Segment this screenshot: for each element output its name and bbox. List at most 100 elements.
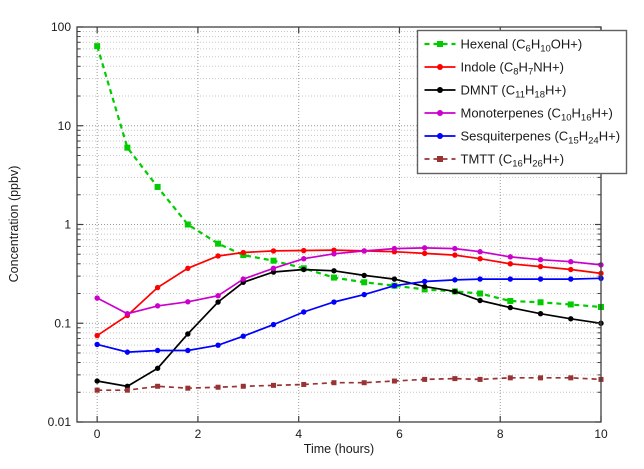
marker-hexenal bbox=[330, 274, 337, 281]
marker-dmnt bbox=[124, 383, 131, 389]
marker-tmtt bbox=[215, 384, 221, 390]
marker-tmtt bbox=[124, 387, 130, 393]
marker-sesquiterpenes bbox=[270, 321, 277, 328]
marker-indole bbox=[477, 256, 483, 262]
marker-hexenal bbox=[94, 43, 101, 50]
legend-label-subscript: 10 bbox=[561, 113, 572, 124]
legend-label-tmtt: TMTT (C16H26H+) bbox=[461, 152, 565, 170]
marker-tmtt bbox=[452, 376, 458, 382]
legend-entry-tmtt: TMTT (C16H26H+) bbox=[424, 152, 565, 170]
marker-sesquiterpenes bbox=[391, 283, 398, 289]
marker-dmnt bbox=[185, 331, 191, 337]
y-tick-label: 0.01 bbox=[48, 415, 72, 429]
legend-marker-dmnt bbox=[437, 87, 443, 93]
x-tick-label: 10 bbox=[594, 427, 608, 441]
marker-hexenal bbox=[567, 301, 574, 308]
marker-hexenal bbox=[215, 240, 222, 247]
marker-tmtt bbox=[477, 376, 483, 382]
marker-sesquiterpenes bbox=[185, 347, 191, 354]
legend-label-subscript: 10 bbox=[540, 44, 551, 55]
marker-dmnt bbox=[215, 299, 221, 305]
marker-monoterpenes bbox=[240, 276, 246, 282]
marker-tmtt bbox=[271, 382, 276, 388]
marker-monoterpenes bbox=[361, 248, 367, 254]
marker-indole bbox=[452, 252, 458, 258]
marker-indole bbox=[185, 265, 191, 272]
marker-monoterpenes bbox=[301, 256, 307, 262]
marker-dmnt bbox=[421, 283, 428, 290]
x-tick-label: 0 bbox=[94, 427, 101, 441]
marker-dmnt bbox=[568, 316, 574, 322]
marker-indole bbox=[301, 247, 307, 254]
marker-sesquiterpenes bbox=[301, 309, 307, 315]
marker-monoterpenes bbox=[507, 254, 514, 260]
marker-tmtt bbox=[155, 383, 161, 389]
legend-label-dmnt: DMNT (C11H18H+) bbox=[461, 83, 567, 101]
marker-tmtt bbox=[507, 375, 513, 381]
marker-sesquiterpenes bbox=[507, 276, 514, 282]
legend-entry-indole: Indole (C8H7NH+) bbox=[424, 60, 564, 78]
x-axis-label: Time (hours) bbox=[304, 442, 374, 456]
marker-tmtt bbox=[422, 376, 428, 382]
series-line-monoterpenes bbox=[96, 247, 602, 315]
series-line-dmnt bbox=[97, 268, 602, 388]
marker-dmnt bbox=[270, 269, 277, 275]
marker-indole bbox=[240, 249, 246, 256]
marker-hexenal bbox=[124, 144, 131, 151]
legend-label-indole: Indole (C8H7NH+) bbox=[461, 60, 564, 78]
marker-dmnt bbox=[301, 266, 307, 273]
legend-entry-hexenal: Hexenal (C6H10OH+) bbox=[424, 37, 583, 55]
marker-sesquiterpenes bbox=[154, 347, 161, 354]
marker-indole bbox=[507, 261, 514, 267]
legend-entry-dmnt: DMNT (C11H18H+) bbox=[424, 83, 567, 101]
marker-tmtt bbox=[94, 387, 100, 393]
marker-hexenal bbox=[154, 183, 161, 190]
legend-label-subscript: 8 bbox=[513, 67, 518, 78]
x-tick-label: 4 bbox=[295, 427, 302, 441]
series-line-tmtt bbox=[97, 376, 602, 392]
legend-label-text: H bbox=[531, 37, 540, 52]
marker-dmnt bbox=[361, 272, 367, 279]
legend-label-subscript: 11 bbox=[515, 90, 525, 101]
marker-dmnt bbox=[452, 288, 458, 295]
legend-label-text: H bbox=[523, 152, 532, 167]
legend-label-text: H bbox=[572, 106, 581, 121]
legend-entry-sesquiterpenes: Sesquiterpenes (C15H24H+) bbox=[424, 129, 620, 147]
legend-label-text: Sesquiterpenes (C bbox=[461, 129, 569, 144]
marker-sesquiterpenes bbox=[361, 291, 367, 298]
marker-hexenal bbox=[507, 298, 514, 305]
marker-dmnt bbox=[507, 304, 514, 311]
legend-label-hexenal: Hexenal (C6H10OH+) bbox=[461, 37, 583, 55]
marker-monoterpenes bbox=[452, 245, 458, 252]
marker-tmtt bbox=[240, 383, 246, 389]
marker-tmtt bbox=[361, 380, 367, 386]
marker-monoterpenes bbox=[154, 303, 161, 309]
legend-marker-sesquiterpenes bbox=[437, 133, 443, 139]
marker-monoterpenes bbox=[568, 259, 574, 265]
legend-label-subscript: 7 bbox=[528, 67, 533, 78]
marker-indole bbox=[215, 253, 221, 259]
legend-marker-monoterpenes bbox=[437, 110, 443, 116]
y-tick-label: 100 bbox=[51, 20, 71, 34]
marker-monoterpenes bbox=[421, 245, 428, 251]
series-line-indole bbox=[96, 249, 602, 337]
legend-label-monoterpenes: Monoterpenes (C10H16H+) bbox=[461, 106, 613, 124]
marker-sesquiterpenes bbox=[215, 342, 221, 348]
marker-monoterpenes bbox=[215, 293, 221, 299]
legend: Hexenal (C6H10OH+) Indole (C8H7NH+) DMNT (… bbox=[416, 29, 628, 175]
marker-dmnt bbox=[391, 276, 398, 282]
marker-dmnt bbox=[331, 268, 337, 274]
y-tick-label: 1 bbox=[64, 218, 71, 232]
legend-label-text: H+) bbox=[543, 152, 564, 167]
marker-indole bbox=[270, 248, 277, 254]
marker-tmtt bbox=[538, 375, 544, 381]
legend-label-text: Monoterpenes (C bbox=[461, 106, 561, 121]
marker-hexenal bbox=[184, 221, 191, 228]
legend-label-subscript: 18 bbox=[534, 90, 545, 101]
marker-indole bbox=[154, 284, 161, 291]
marker-sesquiterpenes bbox=[240, 333, 246, 339]
marker-hexenal bbox=[477, 290, 484, 297]
legend-label-subscript: 24 bbox=[588, 136, 599, 147]
legend-marker-indole bbox=[437, 64, 443, 70]
